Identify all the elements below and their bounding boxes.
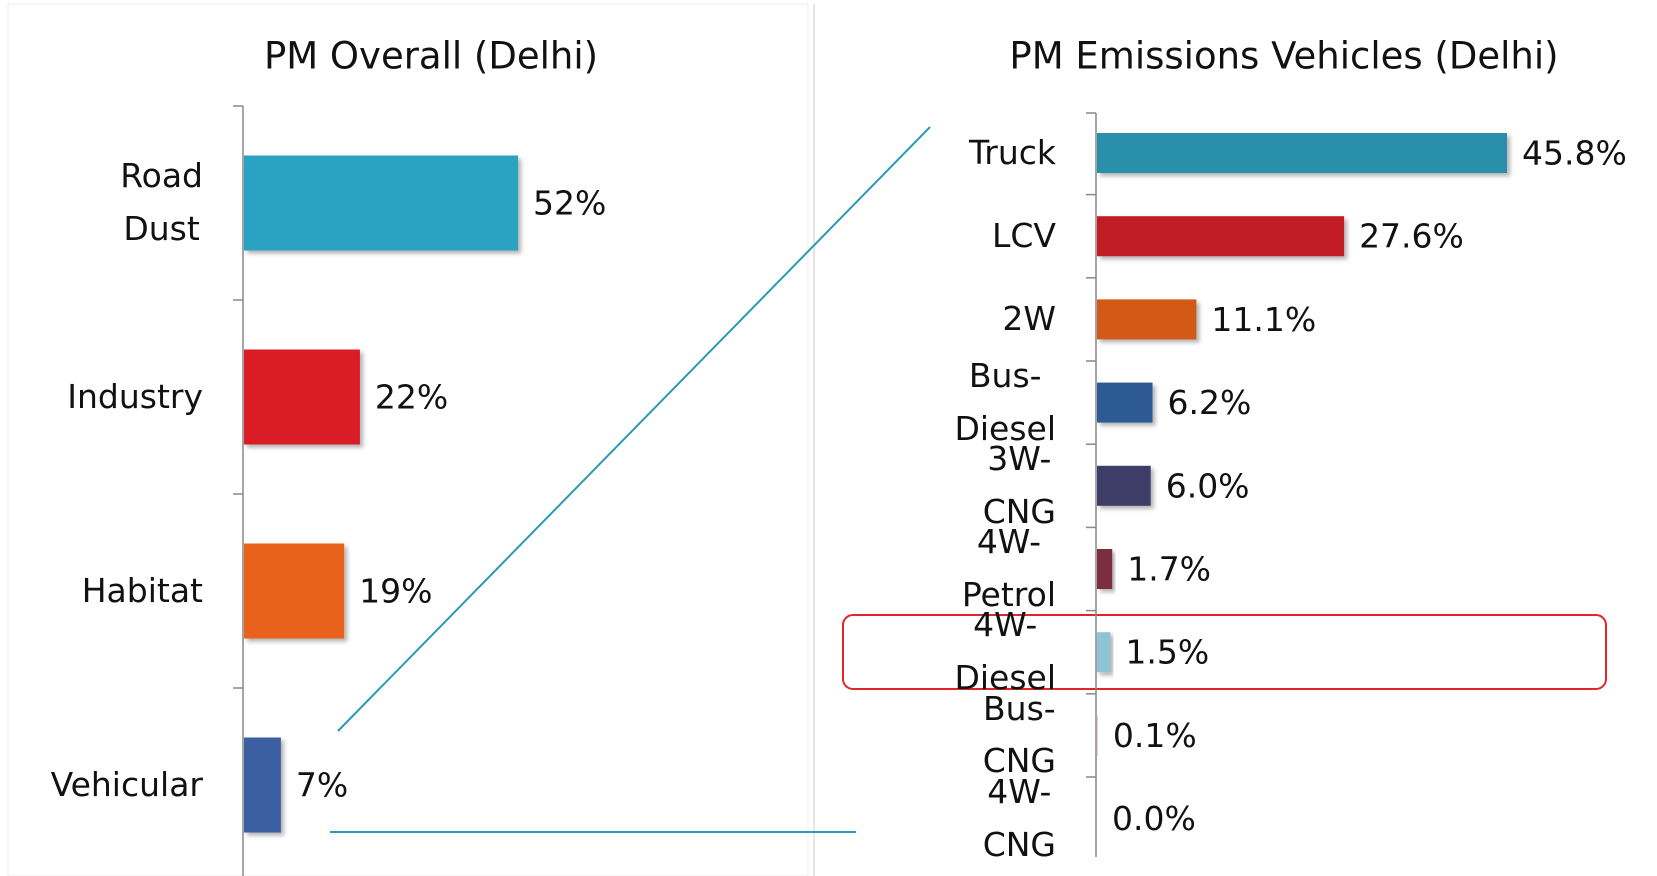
value-label: 0.0% — [1112, 799, 1196, 838]
category-label-wrap: 4W-Petrol — [796, 527, 1056, 610]
bar — [1097, 216, 1345, 257]
category-label: 2W — [1002, 298, 1056, 338]
value-label: 7% — [296, 766, 348, 805]
category-label: Vehicular — [50, 764, 203, 804]
bar — [244, 155, 518, 251]
value-label: 0.1% — [1113, 716, 1197, 755]
bar — [244, 543, 345, 639]
chart-title: PM Overall (Delhi) — [264, 35, 598, 78]
bar — [1097, 299, 1197, 340]
category-label-wrap: Road Dust — [0, 106, 203, 300]
category-label-box: Industry — [0, 300, 203, 494]
category-label-wrap: 4W-CNG — [796, 777, 1056, 860]
category-label: Truck — [968, 132, 1056, 172]
category-label: 4W-Petrol — [961, 527, 1056, 611]
category-label-wrap: Truck — [796, 111, 1056, 194]
category-label-box: Bus-CNG — [796, 694, 1056, 777]
category-label: Habitat — [81, 570, 203, 610]
category-label-box: 4W-Petrol — [796, 527, 1056, 610]
value-label: 52% — [533, 184, 606, 223]
category-label-box: 4W-Diesel — [796, 611, 1056, 694]
bar — [1097, 549, 1113, 589]
category-label-wrap: Vehicular — [0, 688, 203, 876]
category-label-wrap: 2W — [796, 278, 1056, 361]
category-label: Industry — [67, 376, 203, 416]
category-label: 3W-CNG — [982, 444, 1056, 528]
category-label-box: Vehicular — [0, 688, 203, 876]
value-label: 27.6% — [1359, 217, 1464, 256]
bar — [244, 349, 360, 445]
chart-title: PM Emissions Vehicles (Delhi) — [1009, 35, 1558, 78]
highlight-box — [842, 614, 1607, 690]
category-label-wrap: LCV — [796, 195, 1056, 278]
category-label-box: 3W-CNG — [796, 444, 1056, 527]
bar — [1097, 632, 1111, 673]
category-label-wrap: Habitat — [0, 494, 203, 688]
value-label: 45.8% — [1522, 134, 1627, 173]
bar — [1097, 465, 1151, 506]
category-label-box: Road Dust — [0, 106, 203, 300]
value-label: 11.1% — [1211, 300, 1316, 339]
value-label: 22% — [375, 378, 448, 417]
value-label: 1.7% — [1127, 550, 1211, 589]
category-label-wrap: Bus-Diesel — [796, 361, 1056, 444]
value-label: 6.2% — [1168, 383, 1252, 422]
category-label: 4W-CNG — [982, 777, 1056, 861]
category-label-wrap: Bus-CNG — [796, 694, 1056, 777]
category-label: Bus-CNG — [982, 693, 1056, 777]
category-label-box: Truck — [796, 111, 1056, 194]
value-label: 19% — [359, 572, 432, 611]
bar — [244, 737, 281, 833]
category-label-wrap: 4W-Diesel — [796, 611, 1056, 694]
value-label: 6.0% — [1166, 466, 1250, 505]
category-label: Road Dust — [120, 156, 203, 248]
category-label: Bus-Diesel — [954, 361, 1056, 445]
category-label-wrap: Industry — [0, 300, 203, 494]
category-label-box: LCV — [796, 195, 1056, 278]
category-label-box: Bus-Diesel — [796, 361, 1056, 444]
connector — [337, 126, 931, 732]
category-label: 4W-Diesel — [954, 610, 1056, 694]
bar — [1097, 382, 1153, 423]
category-label-box: Habitat — [0, 494, 203, 688]
category-label-box: 2W — [796, 278, 1056, 361]
value-label: 1.5% — [1125, 633, 1209, 672]
category-label-box: 4W-CNG — [796, 777, 1056, 860]
category-label-wrap: 3W-CNG — [796, 444, 1056, 527]
bar — [1097, 715, 1098, 756]
bar — [1097, 133, 1507, 173]
category-label: LCV — [991, 215, 1056, 255]
panel — [7, 3, 809, 876]
